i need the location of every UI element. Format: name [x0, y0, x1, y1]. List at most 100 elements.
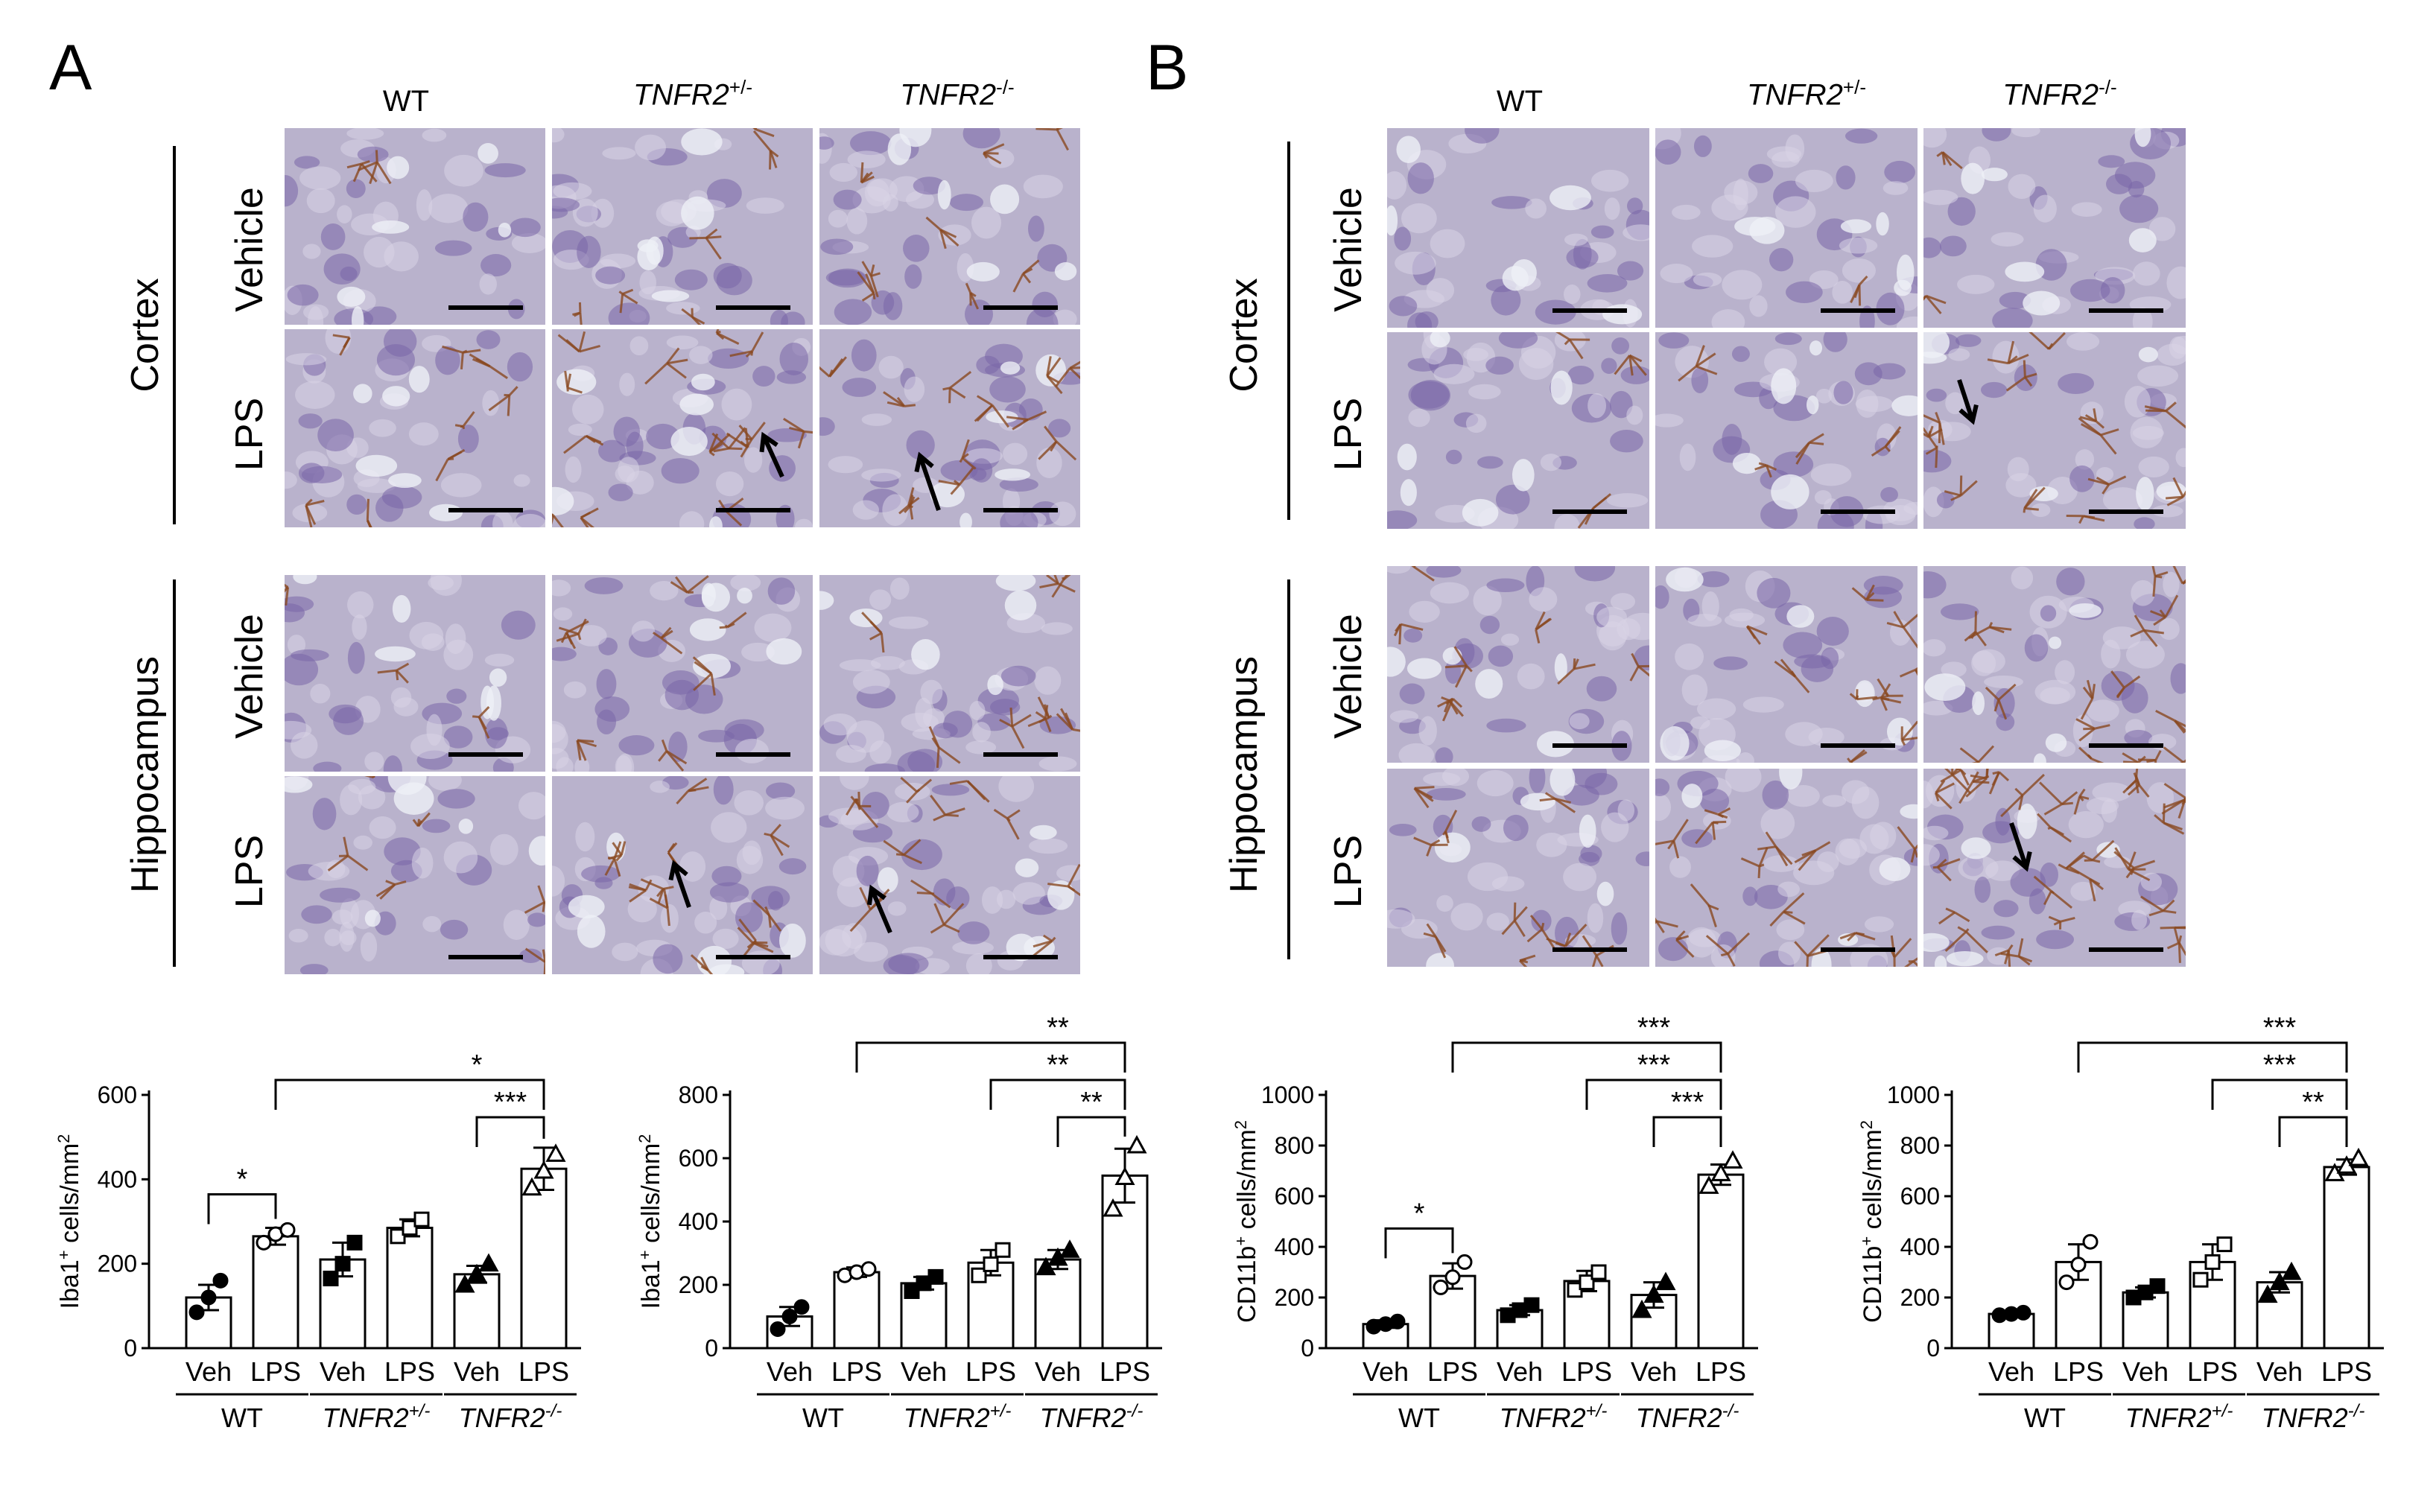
data-point — [1456, 1254, 1473, 1270]
bar-chart-cd11b-cortex: 0 200 400 600 800 1000 CD11b+ cells/mm2 Veh LPS V… — [1222, 1012, 1788, 1490]
data-point — [454, 1274, 475, 1293]
data-point — [1114, 1166, 1135, 1185]
data-point — [793, 1299, 810, 1315]
micrograph-b-r2-c2 — [1923, 566, 2186, 763]
group-label: TNFR2-/- — [1636, 1401, 1739, 1433]
x-tick-label: LPS — [831, 1356, 882, 1387]
y-tick-label: 0 — [124, 1335, 137, 1362]
row-label-vehicle-a2: Vehicle — [228, 614, 271, 739]
y-tick-label: 400 — [1900, 1233, 1940, 1260]
scale-bar — [983, 508, 1058, 512]
data-point — [402, 1220, 418, 1236]
x-tick-label: Veh — [2256, 1356, 2303, 1387]
y-tick-label: 800 — [679, 1081, 718, 1108]
data-point — [1059, 1239, 1080, 1258]
micrograph-a-r2-c1 — [552, 575, 813, 772]
data-point — [1655, 1271, 1676, 1291]
x-tick-label: Veh — [320, 1356, 366, 1387]
column-label-wt: WT — [382, 85, 430, 118]
data-point — [995, 1242, 1011, 1258]
y-tick-label: 200 — [679, 1271, 718, 1298]
data-point — [781, 1309, 798, 1324]
significance-bracket — [1056, 1116, 1126, 1147]
y-tick-label: 800 — [1900, 1132, 1940, 1159]
y-tick-label: 200 — [1275, 1284, 1314, 1311]
x-tick-label: LPS — [1696, 1356, 1746, 1387]
data-point — [2269, 1271, 2290, 1291]
y-tick-label: 600 — [1900, 1183, 1940, 1210]
bar-chart-iba1-hippocampus: 0 200 400 600 800 Iba1+ cells/mm2 Veh LPS Veh LPS… — [626, 1012, 1162, 1490]
bar-chart-cd11b-hippocampus: 0 200 400 600 800 1000 CD11b+ cells/mm2 Veh LPS V… — [1847, 1012, 2414, 1490]
x-tick-label: LPS — [965, 1356, 1016, 1387]
data-point — [212, 1272, 229, 1289]
scale-bar — [448, 955, 523, 959]
data-point — [971, 1267, 987, 1283]
micrograph-a-r0-c1 — [552, 128, 813, 325]
row-label-lps-a2: LPS — [228, 834, 271, 909]
micrograph-b-r2-c1 — [1655, 566, 1918, 763]
micrograph-a-r1-c0 — [285, 329, 545, 527]
data-point — [2070, 1257, 2087, 1273]
x-tick-label: Veh — [901, 1356, 947, 1387]
data-point — [478, 1253, 499, 1272]
scale-bar — [448, 305, 523, 310]
significance-label: *** — [494, 1087, 527, 1118]
data-point — [2216, 1236, 2233, 1253]
scale-bar — [716, 752, 790, 757]
micrograph-b-r1-c1 — [1655, 332, 1918, 529]
data-point — [390, 1228, 406, 1245]
scale-bar — [2089, 308, 2163, 313]
region-label-hippocampus-a: Hippocampus — [124, 656, 167, 893]
data-point — [2149, 1278, 2166, 1295]
micrograph-b-r2-c0 — [1387, 566, 1649, 763]
micrograph-b-r1-c2 — [1923, 332, 2186, 529]
scale-bar — [983, 305, 1058, 310]
panel-letter-b: B — [1146, 32, 1189, 104]
y-tick-label: 1000 — [1261, 1081, 1314, 1108]
y-tick-label: 600 — [98, 1081, 137, 1108]
data-point — [2015, 1304, 2031, 1321]
data-point — [860, 1261, 877, 1277]
bar — [833, 1271, 881, 1350]
significance-bracket — [1585, 1079, 1722, 1110]
scale-bar — [1821, 509, 1895, 514]
y-tick-label: 1000 — [1887, 1081, 1940, 1108]
data-point — [1631, 1299, 1652, 1318]
data-point — [1710, 1163, 1731, 1181]
row-label-lps-a1: LPS — [228, 397, 271, 471]
micrograph-b-r0-c0 — [1387, 128, 1649, 328]
data-point — [334, 1256, 351, 1272]
significance-bracket — [1384, 1227, 1454, 1259]
data-point — [188, 1304, 205, 1321]
x-tick-label: Veh — [454, 1356, 500, 1387]
y-axis-label: Iba1+ cells/mm2 — [635, 1134, 665, 1309]
data-point — [545, 1143, 566, 1162]
data-point — [2204, 1254, 2221, 1270]
data-point — [466, 1263, 487, 1283]
data-point — [323, 1271, 339, 1286]
x-tick-label: LPS — [2187, 1356, 2238, 1387]
data-point — [1126, 1134, 1147, 1154]
significance-label: * — [237, 1164, 248, 1195]
row-label-vehicle-b2: Vehicle — [1327, 614, 1370, 739]
x-tick-label: Veh — [1363, 1356, 1409, 1387]
data-point — [1579, 1274, 1595, 1291]
data-point — [1590, 1264, 1607, 1280]
micrograph-b-r1-c0 — [1387, 332, 1649, 529]
data-point — [1035, 1257, 1056, 1276]
significance-label: * — [472, 1049, 483, 1081]
x-tick-label: LPS — [384, 1356, 435, 1387]
data-point — [2281, 1261, 2302, 1280]
bar — [386, 1227, 434, 1350]
y-tick-label: 400 — [679, 1208, 718, 1235]
x-tick-label: LPS — [518, 1356, 569, 1387]
row-label-vehicle-b1: Vehicle — [1327, 187, 1370, 312]
bar — [1630, 1294, 1678, 1350]
group-label: TNFR2-/- — [2262, 1401, 2365, 1433]
significance-label: *** — [1671, 1087, 1704, 1118]
significance-bracket — [1451, 1041, 1722, 1073]
micrograph-a-r1-c2 — [819, 329, 1080, 527]
micrograph-a-r0-c2 — [819, 128, 1080, 325]
y-tick-label: 0 — [1926, 1335, 1940, 1362]
data-point — [1433, 1279, 1449, 1295]
